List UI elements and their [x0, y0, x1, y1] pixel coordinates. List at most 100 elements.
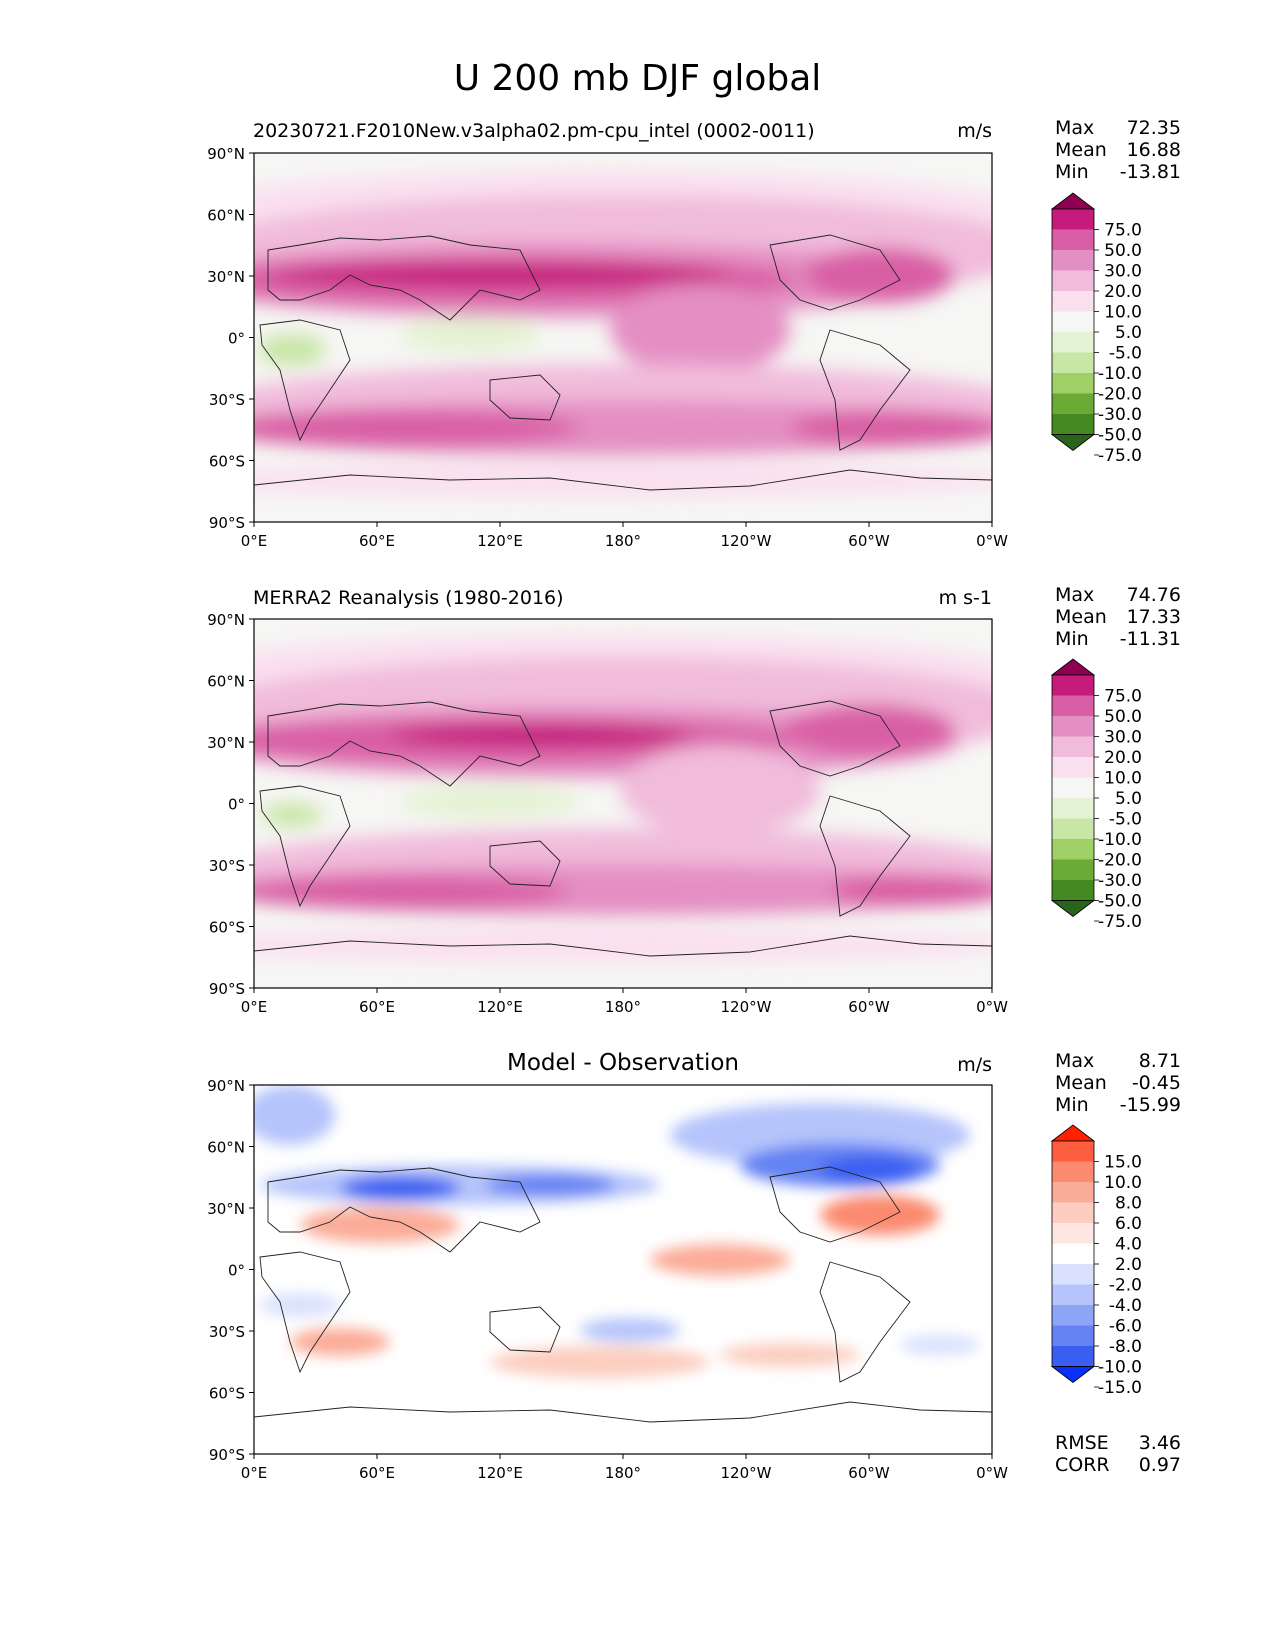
- colorbar-segment: [1052, 270, 1094, 291]
- panel-3-stats: Max 8.71 Mean -0.45 Min -15.99: [1055, 1050, 1181, 1116]
- metric-corr-value: 0.97: [1138, 1454, 1181, 1476]
- lat-tick-label: 30°S: [209, 391, 245, 409]
- metric-rmse-value: 3.46: [1138, 1432, 1181, 1454]
- colorbar-segment: [1052, 1346, 1094, 1367]
- stat-min-label: Min: [1055, 628, 1089, 650]
- panel-1-field: [254, 153, 992, 522]
- colorbar-tick-label: -30.0: [1098, 871, 1142, 891]
- lat-tick-label: 90°N: [207, 1077, 245, 1095]
- colorbar-segment: [1052, 1305, 1094, 1326]
- colorbar-tick-label: 2.0: [1115, 1255, 1142, 1275]
- colorbar-segment: [1052, 1141, 1094, 1162]
- panel-2-lat-axis: 90°N 60°N 30°N 0° 30°S 60°S 90°S: [207, 611, 254, 998]
- lon-tick-label: 60°W: [848, 532, 890, 550]
- panel-2-coastlines: [254, 700, 992, 957]
- stat-max-value: 74.76: [1126, 584, 1181, 606]
- colorbar-tick-label: -75.0: [1098, 912, 1142, 932]
- colorbar-segment: [1052, 695, 1094, 716]
- colorbar-segment: [1052, 839, 1094, 860]
- colorbar-segment: [1052, 250, 1094, 271]
- panel-2-stats: Max 74.76 Mean 17.33 Min -11.31: [1055, 584, 1181, 650]
- colorbar-tick-label: -5.0: [1109, 810, 1142, 830]
- metric-corr-label: CORR: [1055, 1454, 1110, 1476]
- colorbar-tick-label: 10.0: [1104, 1173, 1142, 1193]
- lat-tick-label: 90°S: [209, 514, 245, 532]
- colorbar-tick-label: 10.0: [1104, 769, 1142, 789]
- lat-tick-label: 0°: [228, 1262, 245, 1280]
- colorbar-extend-min: [1050, 1366, 1096, 1384]
- panel-3-lon-axis: 0°E 60°E 120°E 180° 120°W 60°W 0°W: [241, 1454, 1008, 1482]
- lat-tick-label: 90°S: [209, 1446, 245, 1464]
- colorbar-segment: [1052, 736, 1094, 757]
- colorbar-tick-label: 20.0: [1104, 748, 1142, 768]
- lon-tick-label: 0°E: [241, 1464, 268, 1482]
- lon-tick-label: 0°W: [976, 1464, 1008, 1482]
- panel-1-stats: Max 72.35 Mean 16.88 Min -13.81: [1055, 117, 1181, 183]
- colorbar-tick-label: 10.0: [1104, 303, 1142, 323]
- lat-tick-label: 90°N: [207, 611, 245, 629]
- panel-2-lon-axis: 0°E 60°E 120°E 180° 120°W 60°W 0°W: [241, 988, 1008, 1016]
- colorbar-tick-label: 8.0: [1115, 1194, 1142, 1214]
- colorbar-segment: [1052, 777, 1094, 798]
- lat-tick-label: 60°N: [207, 207, 245, 225]
- colorbar-outline: [1051, 1140, 1095, 1367]
- lat-tick-label: 30°N: [207, 734, 245, 752]
- stat-max-value: 72.35: [1126, 117, 1181, 139]
- stat-mean-label: Mean: [1055, 1072, 1107, 1094]
- lon-tick-label: 0°W: [976, 998, 1008, 1016]
- lon-tick-label: 180°: [605, 532, 641, 550]
- panel-1-title: 20230721.F2010New.v3alpha02.pm-cpu_intel…: [253, 120, 815, 142]
- colorbar-segment: [1052, 1182, 1094, 1203]
- colorbar-tick-label: -10.0: [1098, 1358, 1142, 1378]
- colorbar-segment: [1052, 757, 1094, 778]
- colorbar-segment: [1052, 1264, 1094, 1285]
- colorbar-segment: [1052, 393, 1094, 414]
- stat-mean-value: 17.33: [1126, 606, 1181, 628]
- lat-tick-label: 30°N: [207, 268, 245, 286]
- stat-mean-label: Mean: [1055, 139, 1107, 161]
- lat-tick-label: 30°S: [209, 1323, 245, 1341]
- stat-mean-label: Mean: [1055, 606, 1107, 628]
- colorbar-segment: [1052, 1284, 1094, 1305]
- panel-3-field: [254, 1085, 992, 1454]
- stat-min-label: Min: [1055, 161, 1089, 183]
- colorbar-tick-label: -20.0: [1098, 851, 1142, 871]
- lon-tick-label: 120°W: [721, 532, 772, 550]
- lat-tick-label: 60°S: [209, 453, 245, 471]
- colorbar-tick-label: -75.0: [1098, 446, 1142, 466]
- stat-max-value: 8.71: [1138, 1050, 1181, 1072]
- lat-tick-label: 60°N: [207, 673, 245, 691]
- panel-1-lon-axis: 0°E 60°E 120°E 180° 120°W 60°W 0°W: [241, 522, 1008, 550]
- lon-tick-label: 120°W: [721, 998, 772, 1016]
- colorbar-segment: [1052, 675, 1094, 696]
- colorbar-segment: [1052, 1161, 1094, 1182]
- panel-1-units: m/s: [957, 120, 992, 142]
- lon-tick-label: 60°W: [848, 1464, 890, 1482]
- panel-2-colorbar: 75.050.030.020.010.05.0-5.0-10.0-20.0-30…: [1050, 658, 1142, 932]
- lon-tick-label: 0°E: [241, 532, 268, 550]
- lat-tick-label: 30°S: [209, 857, 245, 875]
- colorbar-segment: [1052, 798, 1094, 819]
- colorbar-segment: [1052, 229, 1094, 250]
- panel-1-map: 75.050.030.020.010.05.0-5.0-10.0-20.0-30…: [207, 145, 1142, 550]
- colorbar-tick-label: -10.0: [1098, 364, 1142, 384]
- colorbar-segment: [1052, 880, 1094, 901]
- colorbar-segment: [1052, 332, 1094, 353]
- lon-tick-label: 60°E: [359, 1464, 395, 1482]
- colorbar-tick-label: 20.0: [1104, 282, 1142, 302]
- colorbar-tick-label: -10.0: [1098, 830, 1142, 850]
- lat-tick-label: 60°N: [207, 1139, 245, 1157]
- lat-tick-label: 90°S: [209, 980, 245, 998]
- panel-1-coastlines: [254, 234, 992, 491]
- panel-3-lat-axis: 90°N 60°N 30°N 0° 30°S 60°S 90°S: [207, 1077, 254, 1464]
- colorbar-extend-max: [1050, 1124, 1096, 1142]
- lat-tick-label: 0°: [228, 796, 245, 814]
- colorbar-segment: [1052, 291, 1094, 312]
- metric-rmse-label: RMSE: [1055, 1432, 1109, 1454]
- colorbar-tick-label: 30.0: [1104, 262, 1142, 282]
- lon-tick-label: 180°: [605, 998, 641, 1016]
- colorbar-segment: [1052, 1223, 1094, 1244]
- lat-tick-label: 0°: [228, 330, 245, 348]
- colorbar-tick-label: 5.0: [1115, 323, 1142, 343]
- colorbar-tick-label: -6.0: [1109, 1317, 1142, 1337]
